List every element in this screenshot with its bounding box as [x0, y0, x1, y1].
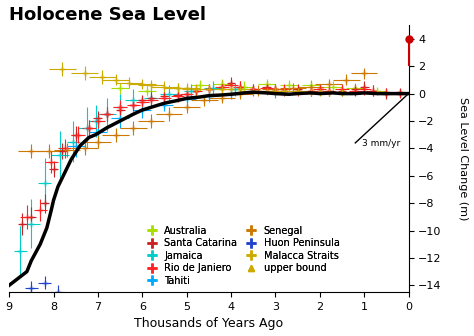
Text: 3 mm/yr: 3 mm/yr	[362, 139, 400, 148]
X-axis label: Thousands of Years Ago: Thousands of Years Ago	[134, 318, 283, 330]
Text: Holocene Sea Level: Holocene Sea Level	[9, 6, 206, 24]
Legend: Australia, Santa Catarina, Jamaica, Rio de Janiero, Tahiti, Senegal, Huon Penins: Australia, Santa Catarina, Jamaica, Rio …	[138, 222, 344, 290]
Y-axis label: Sea Level Change (m): Sea Level Change (m)	[458, 97, 468, 220]
